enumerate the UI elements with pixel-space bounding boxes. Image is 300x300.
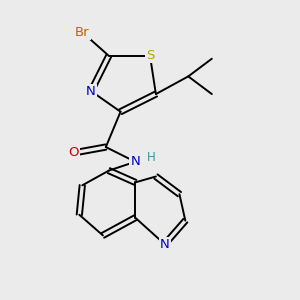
Text: H: H — [147, 151, 156, 164]
Text: N: N — [130, 155, 140, 168]
Text: S: S — [146, 49, 154, 62]
Text: O: O — [68, 146, 79, 159]
Text: Br: Br — [75, 26, 90, 39]
Text: N: N — [86, 85, 96, 98]
Text: N: N — [160, 238, 169, 251]
